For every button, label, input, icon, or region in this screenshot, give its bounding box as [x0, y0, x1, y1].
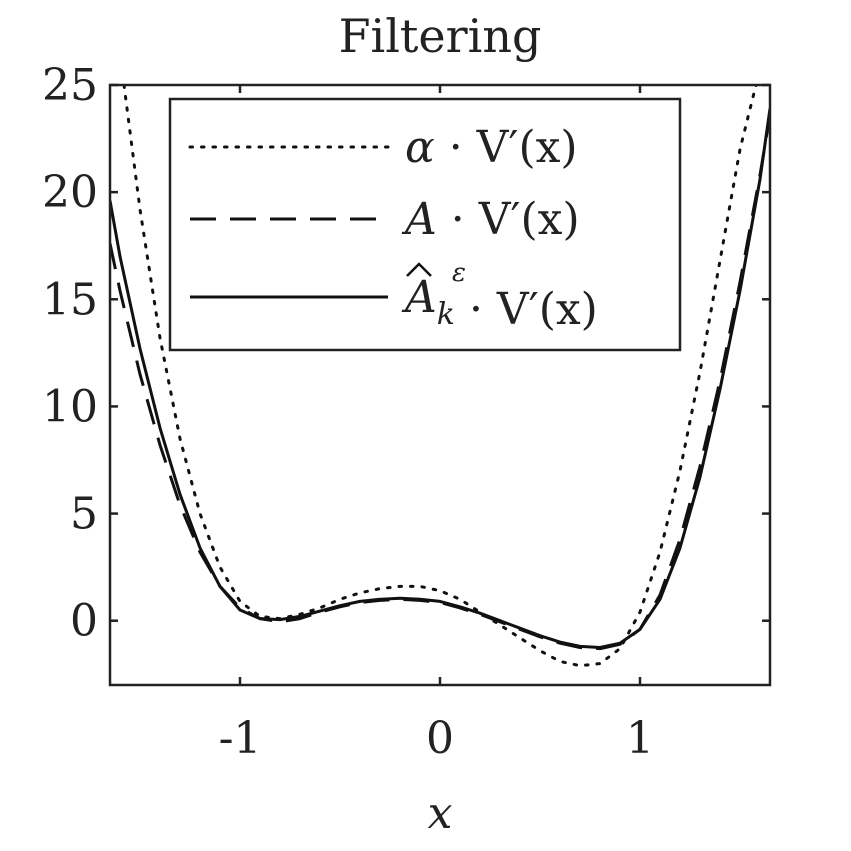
x-axis-label: x [428, 788, 453, 839]
legend-label: Ak · V′(x) [401, 272, 598, 335]
legend: α · V′(x) A · V′(x) Ak · V′(x)ε [168, 97, 682, 352]
y-tick-label: 10 [42, 381, 98, 432]
x-tick-label: 0 [426, 713, 454, 764]
legend-box [168, 97, 682, 352]
x-tick-label: 1 [626, 713, 654, 764]
y-tick-label: 0 [70, 596, 98, 647]
chart-title: Filtering [339, 9, 542, 63]
series-line-1 [122, 85, 758, 668]
series-line-3 [110, 108, 770, 649]
legend-superscript: ε [452, 258, 466, 288]
hat-accent [406, 262, 432, 277]
legend-label: α · V′(x) [405, 122, 578, 173]
y-tick-label: 5 [70, 489, 98, 540]
x-tick-label: -1 [219, 713, 262, 764]
y-tick-label: 25 [42, 60, 98, 111]
legend-label: A · V′(x) [401, 194, 580, 245]
y-tick-label: 20 [42, 167, 98, 218]
y-tick-label: 15 [42, 274, 98, 325]
